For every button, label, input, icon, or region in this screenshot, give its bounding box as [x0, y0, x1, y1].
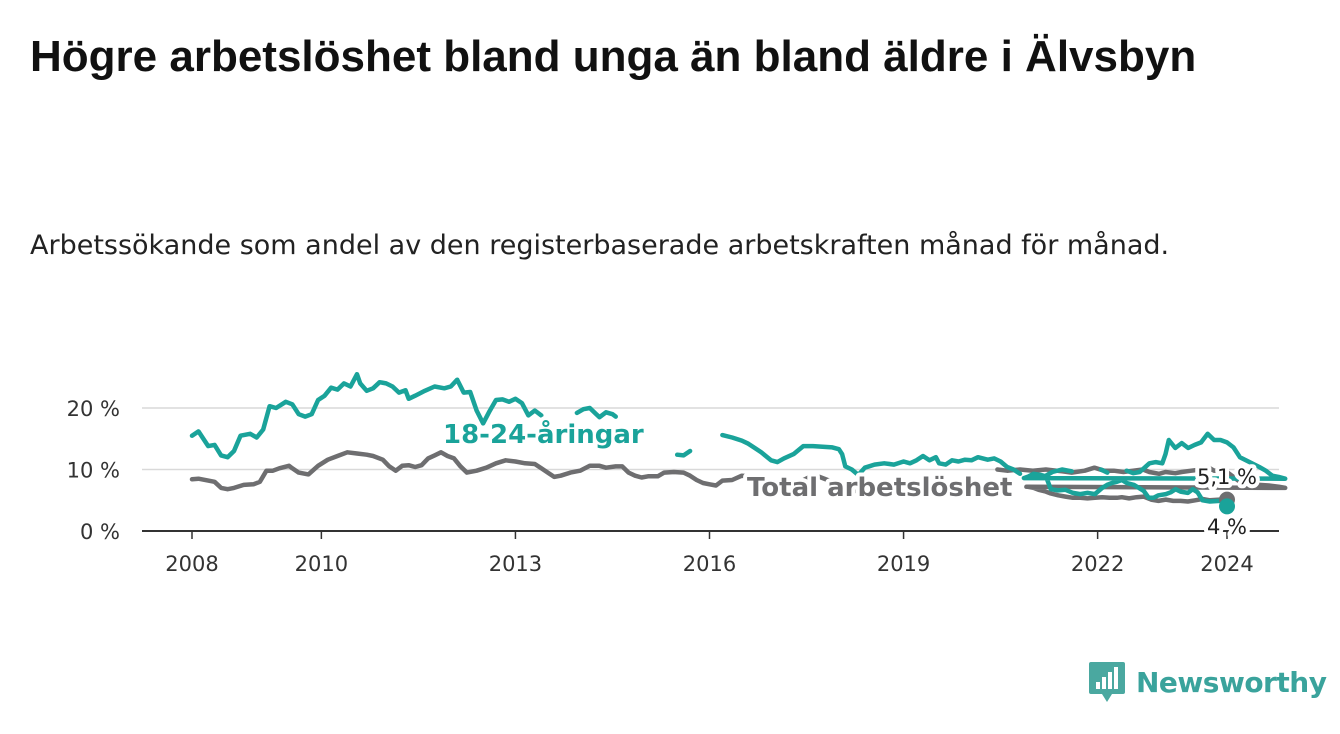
- y-tick-label: 0 %: [80, 520, 120, 544]
- series-line-total: [189, 450, 871, 497]
- series-label-total: Total arbetslöshet: [747, 473, 1012, 503]
- x-tick-label: 2008: [165, 552, 218, 576]
- series-label-youth: 18-24-åringar: [443, 418, 644, 450]
- series-lines: [189, 371, 1288, 515]
- bar-chart-badge-icon: [1089, 662, 1125, 702]
- logo-wordmark: Newsworthy: [1136, 665, 1327, 699]
- series-label-youth-halo: 18-24-åringar: [443, 418, 644, 450]
- x-tick-label: 2010: [295, 552, 348, 576]
- annotation-youth-end: 4 %: [1207, 515, 1247, 539]
- annotation-youth-end-halo: 4 %: [1207, 515, 1247, 539]
- x-tick-label: 2024: [1200, 552, 1253, 576]
- x-tick-label: 2016: [683, 552, 736, 576]
- x-axis-tick-labels: 2008 2010 2013 2016 2019 2022 2024: [165, 531, 1254, 576]
- annotation-total-end-halo: 5,1 %: [1197, 465, 1257, 489]
- x-tick-label: 2019: [877, 552, 930, 576]
- series-label-total-halo: Total arbetslöshet: [747, 473, 1012, 503]
- series-line-youth: [189, 371, 1288, 509]
- line-chart: 0 % 10 % 20 % 2008 2010 2013 2016 2019 2022 2024…: [67, 371, 1288, 576]
- y-axis-tick-labels: 0 % 10 % 20 %: [67, 397, 120, 544]
- newsworthy-logo: Newsworthy: [1088, 660, 1327, 704]
- annotation-total-end: 5,1 %: [1197, 465, 1257, 489]
- chart-title: Högre arbetslöshet bland unga än bland ä…: [30, 32, 1197, 81]
- x-tick-label: 2013: [489, 552, 542, 576]
- y-tick-label: 20 %: [67, 397, 120, 421]
- x-tick-label: 2022: [1071, 552, 1124, 576]
- y-tick-label: 10 %: [67, 459, 120, 483]
- chart-subtitle: Arbetssökande som andel av den registerb…: [30, 230, 1170, 261]
- youth-endpoint-dot: [1219, 498, 1235, 515]
